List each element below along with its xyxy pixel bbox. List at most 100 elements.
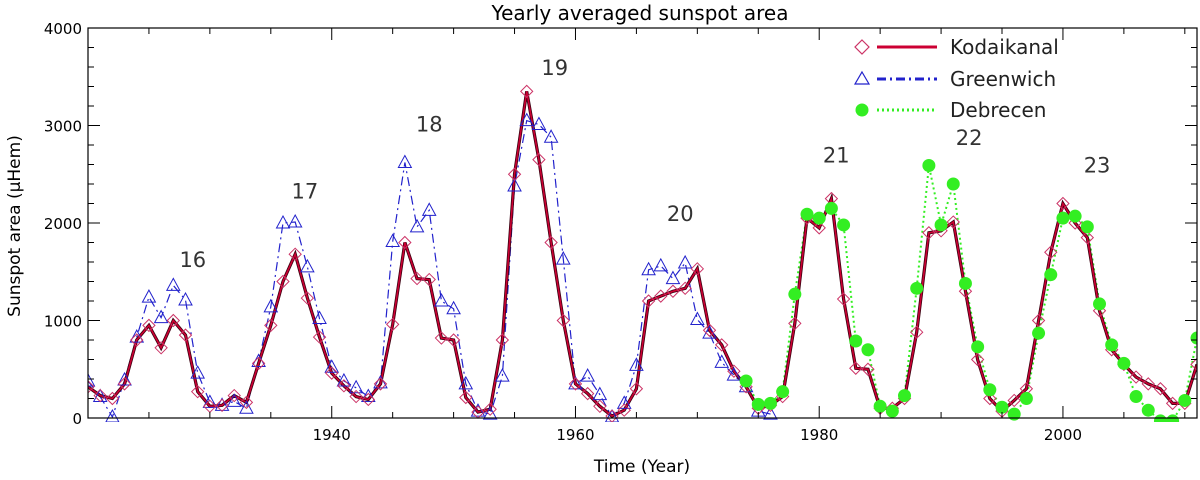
x-tick-label: 2000 [1044, 426, 1082, 444]
debrecen-point [873, 399, 887, 413]
cycle-number-label: 18 [416, 112, 443, 136]
debrecen-point [1153, 414, 1167, 422]
kodaikanal-point [836, 292, 851, 306]
kodaikanal-point [495, 333, 510, 347]
greenwich-point [178, 291, 193, 306]
greenwich-point [129, 329, 145, 343]
greenwich-point [263, 298, 279, 313]
plot-area [88, 84, 1197, 422]
legend-circle-marker [855, 103, 869, 117]
greenwich-point [653, 257, 669, 272]
debrecen-point [983, 383, 997, 397]
kodaikanal-point [337, 379, 351, 393]
kodaikanal-point [678, 281, 692, 296]
legend-item-debrecen: Debrecen [855, 98, 1046, 122]
legend-triangle-marker [853, 70, 871, 85]
x-axis-title: Time (Year) [593, 457, 690, 477]
greenwich-point [543, 129, 559, 143]
kodaikanal-point [190, 384, 205, 399]
debrecen-point [1105, 338, 1119, 352]
kodaikanal-point [215, 398, 229, 413]
debrecen-point [837, 218, 851, 232]
kodaikanal-point [702, 323, 717, 337]
kodaikanal-point [983, 391, 997, 406]
greenwich-point [555, 251, 571, 265]
y-tick-label: 4000 [44, 20, 82, 38]
greenwich-point [470, 403, 486, 417]
debrecen-point [739, 374, 753, 388]
greenwich-point [300, 258, 315, 273]
kodaikanal-point [264, 318, 278, 333]
greenwich-point [141, 289, 157, 303]
greenwich-point [690, 311, 705, 326]
debrecen-point [776, 385, 790, 399]
kodaikanal-point [715, 338, 729, 352]
cycle-number-label: 20 [667, 202, 694, 226]
debrecen-point [1178, 393, 1192, 407]
kodaikanal-point [239, 395, 254, 410]
kodaikanal-point [1153, 382, 1168, 396]
kodaikanal-point [446, 333, 461, 347]
kodaikanal-point [422, 272, 436, 287]
kodaikanal-point [1080, 230, 1095, 245]
greenwich-point [616, 395, 632, 409]
greenwich-point [105, 408, 120, 422]
debrecen-point [861, 343, 875, 357]
y-tick-label: 3000 [44, 118, 82, 136]
kodaikanal-point [970, 352, 985, 367]
greenwich-point [495, 368, 510, 382]
legend: Kodaikanal Greenwich Debrecen [853, 35, 1059, 122]
greenwich-point [446, 300, 461, 315]
kodaikanal-point [641, 294, 656, 308]
greenwich-point [458, 375, 474, 390]
kodaikanal-point [93, 388, 107, 403]
kodaikanal-point [922, 226, 936, 240]
cycle-number-label: 23 [1084, 153, 1111, 177]
kodaikanal-point [532, 152, 546, 167]
greenwich-point [714, 354, 730, 368]
kodaikanal-point [812, 221, 826, 235]
kodaikanal-point [130, 333, 144, 347]
debrecen-point [971, 340, 985, 354]
greenwich-point [226, 393, 242, 407]
debrecen-point [824, 201, 838, 215]
legend-diamond-marker [854, 39, 870, 55]
legend-item-greenwich: Greenwich [853, 67, 1056, 91]
debrecen-point [922, 158, 936, 172]
greenwich-point [641, 261, 656, 276]
debrecen-point [1190, 331, 1197, 345]
greenwich-point [153, 309, 169, 324]
kodaikanal-point [349, 389, 363, 404]
greenwich-point [397, 154, 413, 169]
greenwich-point [665, 270, 681, 285]
greenwich-point [763, 406, 778, 420]
debrecen-point [1117, 356, 1131, 370]
legend-item-kodaikanal: Kodaikanal [854, 35, 1059, 59]
kodaikanal-point [288, 247, 302, 261]
kodaikanal-point [166, 313, 181, 328]
kodaikanal-point [580, 386, 595, 401]
debrecen-point [885, 404, 899, 418]
kodaikanal-point [617, 403, 631, 417]
greenwich-point [287, 213, 303, 228]
greenwich-point [239, 400, 254, 414]
kodaikanal-point [251, 356, 266, 371]
debrecen-point [800, 207, 814, 221]
cycle-number-label: 16 [179, 248, 206, 272]
debrecen-point [995, 400, 1009, 414]
kodaikanal-point [849, 361, 863, 375]
greenwich-point [190, 365, 206, 379]
kodaikanal-point [1165, 396, 1180, 411]
debrecen-point [1032, 326, 1046, 340]
debrecen-point [1080, 220, 1094, 234]
kodaikanal-point [1031, 313, 1046, 328]
greenwich-point [519, 112, 535, 127]
cycle-number-label: 22 [956, 126, 983, 150]
kodaikanal-point [727, 364, 741, 378]
greenwich-point [580, 368, 595, 382]
greenwich-point [507, 177, 522, 192]
kodaikanal-point [593, 399, 607, 414]
debrecen-point [1068, 209, 1082, 223]
axes: 0 1000 2000 3000 4000 1940 1960 1980 2000 [44, 20, 1198, 444]
